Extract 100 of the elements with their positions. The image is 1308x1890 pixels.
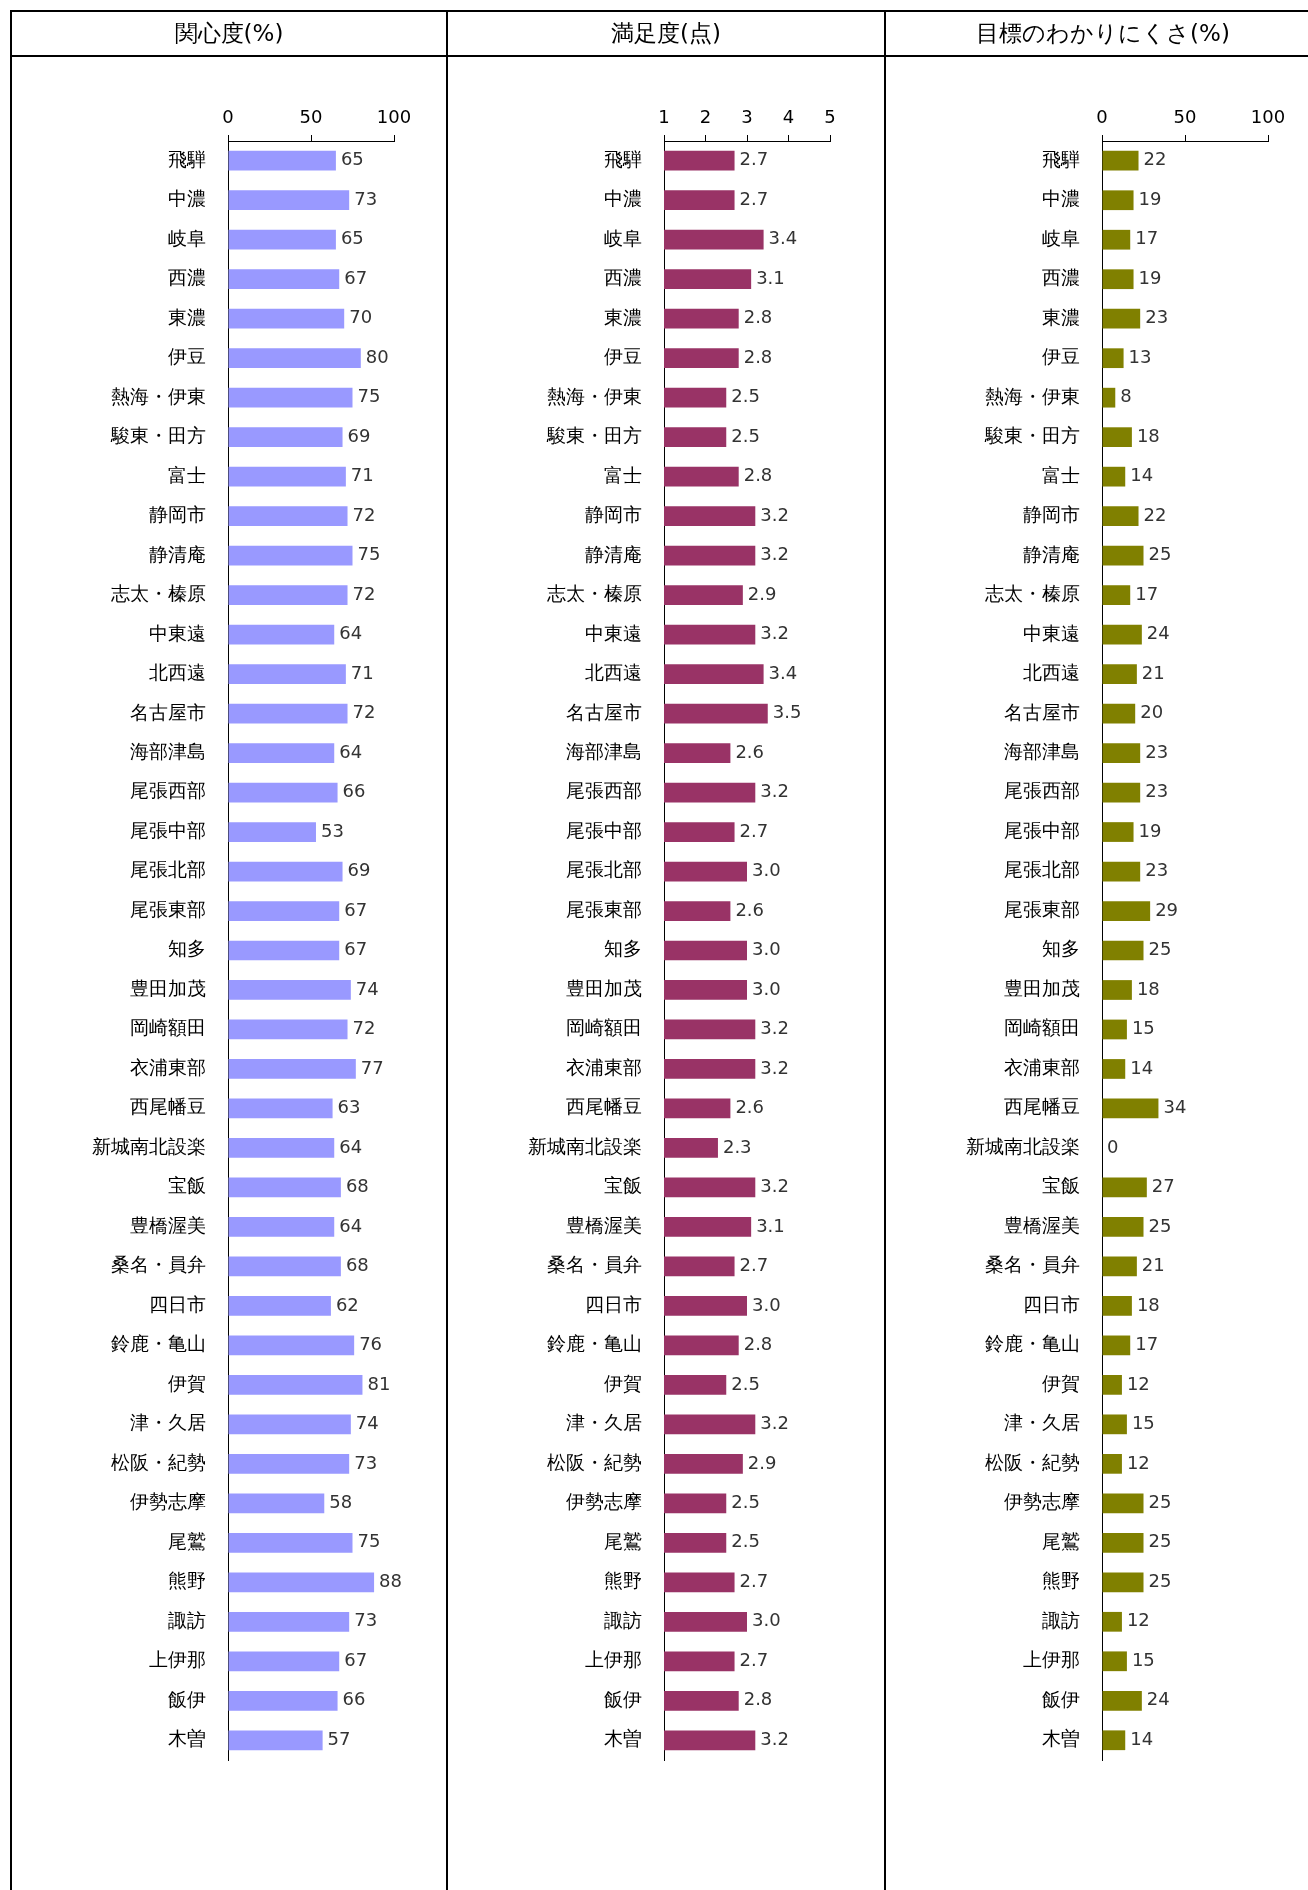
data-label: 25 <box>1148 938 1172 960</box>
y-tick-label: 鈴鹿・亀山 <box>111 1332 206 1355</box>
data-label: 53 <box>320 819 344 841</box>
y-tick-label: 志太・榛原 <box>985 582 1080 605</box>
y-tick-label: 新城南北設楽 <box>528 1134 642 1157</box>
data-label: 25 <box>1148 1530 1172 1552</box>
data-label: 3.2 <box>760 1727 789 1749</box>
x-tick-label: 100 <box>376 105 412 127</box>
data-label: 25 <box>1148 1569 1172 1591</box>
y-tick-label: 静清庵 <box>149 542 206 565</box>
y-tick-label: 西濃 <box>1042 266 1080 289</box>
data-label: 2.5 <box>731 1530 760 1552</box>
data-label: 75 <box>357 1530 381 1552</box>
y-tick-label: 豊橋渥美 <box>566 1213 642 1236</box>
data-label: 72 <box>352 701 376 723</box>
y-tick-label: 熊野 <box>1042 1569 1080 1592</box>
y-tick-label: 尾張中部 <box>130 818 206 841</box>
y-tick-label: 岡崎額田 <box>566 1016 642 1039</box>
y-tick-label: 熱海・伊東 <box>111 384 206 407</box>
data-label: 3.2 <box>760 543 789 565</box>
y-tick-label: 津・久居 <box>130 1411 206 1434</box>
data-label: 2.6 <box>735 1096 765 1118</box>
data-label: 2.8 <box>743 306 773 328</box>
y-tick-label: 富士 <box>604 463 642 486</box>
data-label: 12 <box>1126 1609 1150 1631</box>
y-tick-label: 衣浦東部 <box>566 1055 642 1078</box>
data-label: 88 <box>379 1569 402 1591</box>
data-label: 3.0 <box>752 859 781 881</box>
x-tick-label: 0 <box>1096 105 1108 127</box>
data-label: 18 <box>1136 977 1160 999</box>
data-label: 24 <box>1146 1688 1170 1710</box>
data-label: 3.2 <box>760 1056 789 1078</box>
data-label: 22 <box>1143 503 1167 525</box>
y-tick-label: 宝飯 <box>604 1174 642 1197</box>
data-label: 73 <box>354 187 378 209</box>
data-label: 2.5 <box>731 1491 760 1512</box>
y-tick-label: 北西遠 <box>1023 661 1080 684</box>
data-label: 2.6 <box>735 898 765 920</box>
data-label: 19 <box>1138 187 1162 209</box>
y-tick-label: 上伊那 <box>585 1648 642 1671</box>
y-tick-label: 尾張東部 <box>130 897 206 920</box>
y-tick-label: 富士 <box>168 463 206 486</box>
y-tick-label: 新城南北設楽 <box>92 1134 206 1157</box>
y-tick-label: 尾張北部 <box>130 858 206 881</box>
y-tick-label: 伊勢志摩 <box>1004 1490 1080 1513</box>
y-tick-label: 駿東・田方 <box>110 424 206 447</box>
data-label: 2.8 <box>743 1688 773 1710</box>
data-label: 24 <box>1146 622 1170 644</box>
y-tick-label: 津・久居 <box>1004 1411 1080 1434</box>
y-tick-label: 桑名・員弁 <box>985 1253 1080 1276</box>
y-tick-label: 伊賀 <box>604 1371 642 1394</box>
data-label: 76 <box>359 1333 383 1355</box>
y-tick-label: 上伊那 <box>1023 1648 1080 1671</box>
data-label: 29 <box>1155 898 1179 920</box>
data-label: 12 <box>1126 1451 1150 1473</box>
data-label: 2.8 <box>743 464 773 486</box>
y-tick-label: 尾鷲 <box>604 1529 642 1552</box>
y-tick-label: 岡崎額田 <box>130 1016 206 1039</box>
y-tick-label: 尾張東部 <box>566 897 642 920</box>
x-tick-label: 4 <box>782 105 795 127</box>
y-tick-label: 諏訪 <box>604 1608 642 1631</box>
y-tick-label: 岐阜 <box>168 226 206 249</box>
y-tick-label: 諏訪 <box>1042 1608 1080 1631</box>
y-tick-label: 海部津島 <box>566 740 642 762</box>
data-label: 64 <box>339 1135 363 1157</box>
data-label: 80 <box>365 345 389 367</box>
data-label: 68 <box>345 1254 369 1276</box>
data-label: 3.4 <box>768 227 798 249</box>
y-tick-label: 津・久居 <box>566 1411 642 1434</box>
y-tick-label: 松阪・紀勢 <box>547 1450 642 1473</box>
data-label: 69 <box>347 424 371 446</box>
chart-title: 関心度(%) <box>12 12 446 57</box>
data-label: 18 <box>1136 1293 1160 1315</box>
data-label: 68 <box>345 1175 369 1197</box>
data-label: 17 <box>1135 227 1159 249</box>
data-label: 3.4 <box>768 661 798 683</box>
data-label: 3.2 <box>760 780 789 802</box>
y-tick-label: 飛騨 <box>604 147 642 170</box>
y-tick-label: 知多 <box>604 937 642 960</box>
data-label: 66 <box>342 780 366 802</box>
data-label: 15 <box>1131 1412 1155 1434</box>
data-label: 2.8 <box>743 345 773 367</box>
data-label: 25 <box>1148 1214 1172 1236</box>
y-tick-label: 飛騨 <box>1042 147 1080 170</box>
y-tick-label: 上伊那 <box>149 1648 206 1671</box>
y-tick-label: 知多 <box>1042 937 1080 960</box>
y-tick-label: 四日市 <box>149 1292 206 1315</box>
data-label: 72 <box>352 582 376 604</box>
y-tick-label: 尾張北部 <box>1004 858 1080 881</box>
data-label: 70 <box>349 306 373 328</box>
y-tick-label: 中東遠 <box>585 621 642 644</box>
data-label: 2.3 <box>722 1135 752 1157</box>
y-tick-label: 宝飯 <box>1042 1174 1080 1197</box>
y-tick-label: 飯伊 <box>168 1687 206 1710</box>
data-label: 2.7 <box>739 819 769 841</box>
y-tick-label: 駿東・田方 <box>546 424 642 447</box>
y-tick-label: 桑名・員弁 <box>111 1253 206 1276</box>
y-tick-label: 中東遠 <box>1023 621 1080 644</box>
data-label: 75 <box>357 543 381 565</box>
data-label: 18 <box>1136 424 1160 446</box>
